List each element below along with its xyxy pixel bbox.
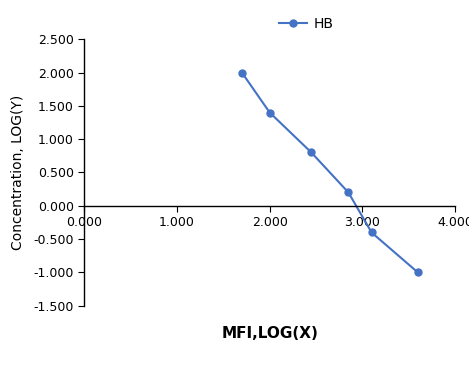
HB xyxy=(415,270,421,275)
Y-axis label: Concentration, LOG(Y): Concentration, LOG(Y) xyxy=(11,95,25,250)
HB xyxy=(369,230,374,235)
Line: HB: HB xyxy=(238,69,421,276)
X-axis label: MFI,LOG(X): MFI,LOG(X) xyxy=(221,327,318,341)
HB xyxy=(346,190,351,195)
HB xyxy=(267,110,272,115)
HB xyxy=(309,150,314,155)
HB xyxy=(239,70,245,75)
Legend: HB: HB xyxy=(274,11,340,36)
